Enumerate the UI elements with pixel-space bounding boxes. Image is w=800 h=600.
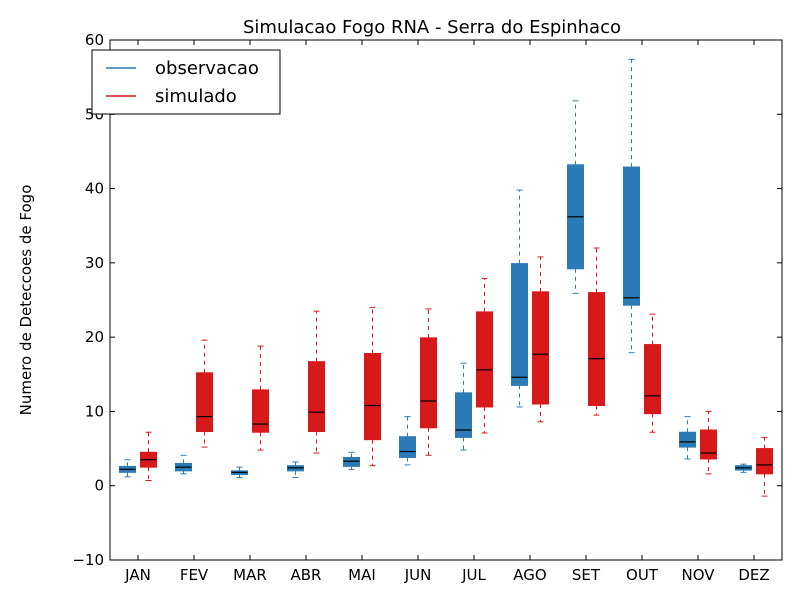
x-tick-label: JUL [461,566,486,584]
legend-box [91,49,281,115]
legend-label-simulado: simulado [155,86,237,107]
box-simulado-fev [196,339,213,448]
plot-frame [109,39,783,561]
iqr-box [308,361,325,432]
box-observacao-nov [679,416,696,460]
box-simulado-mar [252,345,269,451]
x-tick-label: NOV [681,566,715,584]
box-simulado-jun [420,308,437,456]
y-tick-label: 60 [85,31,104,49]
box-observacao-abr [287,461,304,479]
iqr-box [252,389,269,433]
x-tick-label: FEV [180,566,209,584]
box-simulado-abr [308,310,325,454]
x-tick-label: MAR [233,566,267,584]
box-observacao-out [623,58,640,354]
iqr-box [364,352,381,441]
x-tick-label: OUT [626,566,659,584]
box-observacao-set [567,100,584,294]
box-observacao-jul [455,362,472,451]
iqr-box [420,337,437,429]
box-simulado-mai [364,306,381,467]
y-tick-label: 30 [85,254,104,272]
iqr-box [511,263,528,386]
y-tick-label: 20 [85,328,104,346]
y-tick-label: 40 [85,180,104,198]
plot-marks [119,58,773,497]
box-observacao-mai [343,451,360,470]
x-tick-label: AGO [513,566,546,584]
y-tick-label: −10 [72,551,104,569]
legend-label-observacao: observacao [155,58,259,79]
box-observacao-jan [119,459,136,478]
box-observacao-jun [399,416,416,466]
series-simulado [140,247,773,497]
iqr-box [644,344,661,415]
x-tick-label: MAI [348,566,376,584]
box-observacao-fev [175,454,192,475]
legend: observacao simulado [91,49,281,115]
iqr-box [623,166,640,306]
box-simulado-jul [476,277,493,434]
x-tick-label: DEZ [738,566,769,584]
y-axis-label: Numero de Deteccoes de Fogo [17,185,35,416]
x-tick-label: ABR [291,566,322,584]
box-simulado-set [588,247,605,416]
iqr-box [679,431,696,448]
x-tick-label: SET [572,566,601,584]
box-simulado-out [644,313,661,433]
box-observacao-dez [735,463,752,473]
iqr-box [399,436,416,458]
box-simulado-dez [756,436,773,497]
iqr-box [532,291,549,405]
box-observacao-ago [511,189,528,408]
iqr-box [476,311,493,408]
x-axis: JAN FEV MAR ABR MAI JUN JUL AGO SET OUT NOV DEZ [124,40,770,584]
y-axis: −100102030405060 [72,31,782,569]
iqr-box [756,448,773,475]
iqr-box [700,429,717,460]
y-tick-label: 0 [94,477,104,495]
x-tick-label: JAN [124,566,151,584]
iqr-box [455,392,472,438]
series-observacao [119,58,752,479]
box-simulado-nov [700,410,717,475]
iqr-box [588,292,605,406]
iqr-box [343,456,360,467]
box-simulado-jan [140,431,157,482]
box-simulado-ago [532,256,549,423]
box-observacao-mar [231,466,248,479]
x-tick-label: JUN [404,566,432,584]
y-tick-label: 10 [85,402,104,420]
chart-title: Simulacao Fogo RNA - Serra do Espinhaco [243,17,621,38]
iqr-box [196,372,213,432]
